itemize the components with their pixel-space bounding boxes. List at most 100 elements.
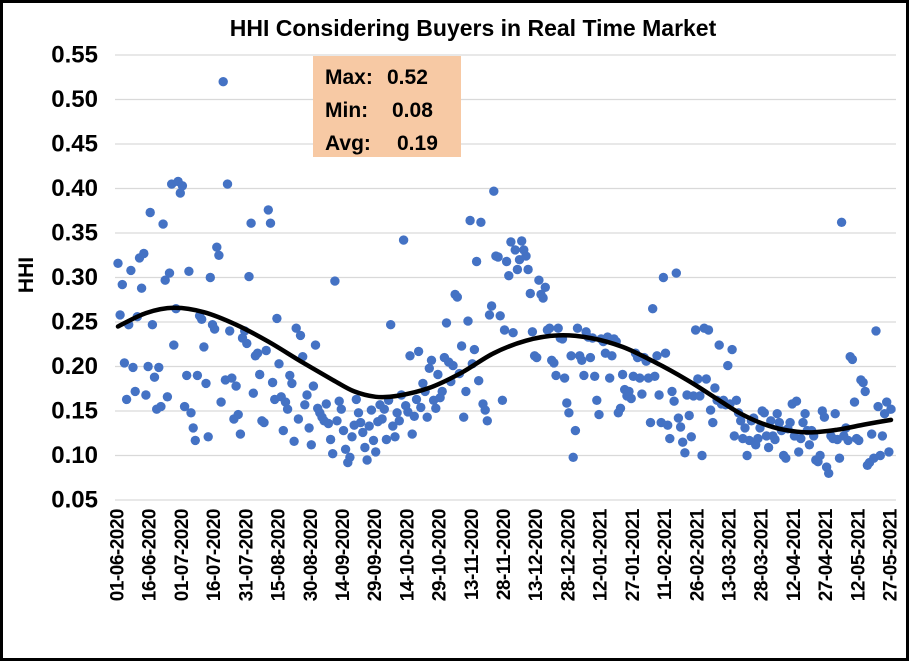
scatter-point [203, 432, 213, 442]
scatter-point [364, 421, 374, 431]
scatter-point [267, 377, 278, 388]
scatter-point [796, 433, 806, 444]
scatter-point [521, 251, 531, 261]
stat-avg: Avg: 0.19 [325, 132, 438, 155]
stats-annotation: Max: 0.52 Min: 0.08 Avg: 0.19 [313, 56, 461, 157]
scatter-point [366, 405, 377, 415]
scatter-point [877, 431, 888, 441]
scatter-point [763, 442, 774, 453]
scatter-point [759, 408, 769, 418]
scatter-point [804, 440, 815, 450]
scatter-point [617, 369, 628, 380]
x-tick-label: 29-10-2020 [430, 509, 451, 601]
scatter-point [873, 401, 883, 412]
scatter-point [394, 416, 404, 426]
scatter-point [882, 397, 892, 407]
scatter-point [184, 266, 194, 276]
scatter-point [690, 325, 701, 335]
scatter-point [867, 429, 877, 439]
y-tick-label: 0.05 [51, 487, 98, 514]
x-tick-label: 12-01-2021 [591, 508, 612, 601]
scatter-point [508, 328, 518, 338]
scatter-point [143, 361, 153, 372]
scatter-point [377, 414, 387, 424]
scatter-point [703, 325, 714, 335]
scatter-point [517, 236, 527, 246]
scatter-point [506, 237, 516, 247]
scatter-point [667, 386, 677, 397]
scatter-point [199, 342, 209, 352]
scatter-point [218, 77, 228, 87]
scatter-point [274, 359, 284, 369]
scatter-point [186, 408, 196, 418]
scatter-point [117, 279, 128, 290]
x-tick-label: 13-03-2021 [719, 508, 740, 601]
scatter-point [437, 386, 447, 397]
scatter-point [544, 323, 555, 333]
scatter-point [534, 275, 544, 285]
x-tick-label: 28-03-2021 [752, 508, 773, 601]
scatter-point [252, 348, 263, 358]
scatter-point [525, 288, 535, 299]
scatter-point [729, 431, 739, 441]
scatter-point [570, 425, 581, 436]
scatter-point [149, 372, 160, 382]
scatter-point [456, 341, 467, 351]
scatter-point [197, 314, 207, 324]
scatter-point [147, 320, 158, 330]
scatter-point [772, 409, 782, 419]
scatter-point [678, 437, 688, 447]
scatter-point [306, 440, 316, 450]
scatter-point [162, 392, 173, 402]
x-tick-label: 01-06-2020 [108, 509, 129, 601]
scatter-point [708, 417, 718, 428]
scatter-point [334, 396, 344, 406]
scatter-point [121, 394, 132, 405]
hhi-scatter-chart: 0.55 0.50 0.45 0.40 0.35 0.30 0.25 0.20 0.15 0.10… [15, 15, 902, 601]
scatter-point [452, 292, 462, 302]
scatter-point [471, 256, 482, 267]
scatter-point [392, 408, 402, 418]
scatter-point [860, 386, 870, 397]
scatter-point [549, 358, 559, 368]
scatter-point [585, 352, 596, 363]
scatter-point [854, 435, 864, 446]
scatter-point [791, 396, 802, 406]
scatter-point [800, 409, 810, 419]
stats-annotation-box [313, 56, 461, 157]
scatter-point [577, 355, 587, 365]
scatter-point [740, 423, 750, 433]
x-tick-label: 01-07-2020 [172, 509, 193, 601]
x-axis-tick-labels: 01-06-2020 16-06-2020 01-07-2020 16-07-2020… [108, 508, 902, 601]
scatter-point [770, 434, 780, 445]
scatter-point [347, 432, 357, 442]
scatter-point [332, 416, 342, 426]
y-tick-label: 0.25 [51, 309, 98, 336]
scatter-point [302, 390, 312, 400]
scatter-point [858, 377, 868, 388]
scatter-point [495, 311, 505, 321]
scatter-point [113, 258, 123, 268]
scatter-point [300, 400, 310, 410]
scatter-point [836, 217, 847, 227]
scatter-point [723, 360, 733, 371]
scatter-point [360, 442, 370, 453]
scatter-point [235, 429, 246, 439]
scatter-point [572, 323, 583, 333]
scatter-point [409, 411, 419, 421]
scatter-point [216, 397, 226, 407]
scatter-point [849, 397, 860, 407]
scatter-point [128, 362, 138, 373]
scatter-point [405, 351, 415, 361]
scatter-point [815, 450, 825, 461]
scatter-point [214, 250, 224, 260]
scatter-point [248, 388, 258, 398]
scatter-point [824, 468, 834, 478]
scatter-point [310, 340, 321, 350]
scatter-point [164, 268, 175, 278]
x-tick-label: 31-07-2020 [236, 509, 257, 601]
scatter-point [501, 256, 512, 267]
scatter-point [568, 452, 578, 462]
scatter-point [345, 452, 355, 462]
scatter-point [510, 245, 520, 255]
